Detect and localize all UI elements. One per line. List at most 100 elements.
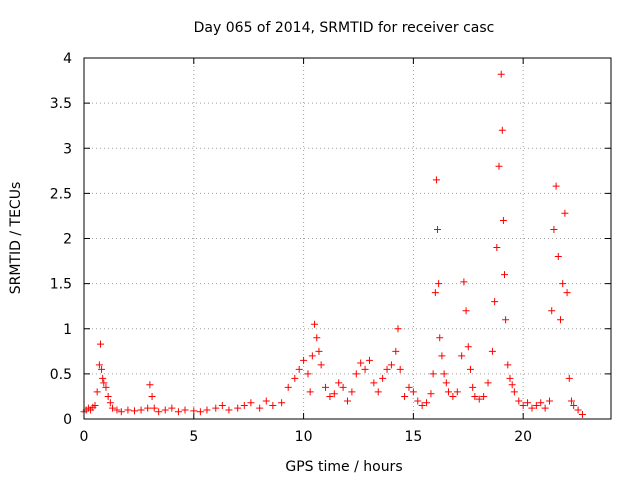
data-point: [565, 374, 573, 382]
data-point: [196, 408, 204, 416]
y-axis-label: SRMTID / TECUs: [8, 182, 24, 295]
data-point: [550, 225, 558, 233]
data-point: [104, 392, 112, 400]
data-point: [567, 397, 575, 405]
data-point: [464, 343, 472, 351]
data-point: [357, 359, 365, 367]
data-point: [570, 401, 578, 409]
data-point: [96, 340, 104, 348]
data-point: [449, 392, 457, 400]
data-point: [537, 399, 545, 407]
data-point: [493, 244, 501, 252]
data-point: [383, 365, 391, 373]
data-point: [546, 397, 554, 405]
data-point: [262, 397, 270, 405]
data-point: [102, 383, 110, 391]
data-point: [234, 404, 242, 412]
data-point: [559, 280, 567, 288]
data-point: [488, 347, 496, 355]
data-point: [218, 401, 226, 409]
chart-title: Day 065 of 2014, SRMTID for receiver cas…: [194, 20, 495, 36]
data-point: [532, 401, 540, 409]
data-point: [432, 176, 440, 184]
data-point: [322, 383, 330, 391]
data-point: [515, 397, 523, 405]
data-point: [174, 408, 182, 416]
data-point: [418, 401, 426, 409]
data-point: [541, 404, 549, 412]
data-point: [168, 404, 176, 412]
data-point: [339, 383, 347, 391]
data-point: [475, 395, 483, 403]
data-point: [491, 298, 499, 306]
data-point: [330, 390, 338, 398]
data-point: [370, 379, 378, 387]
data-point: [365, 356, 373, 364]
tick-labels: 0 5 10 15 20 0 0.5 1 1.5 2 2.5 3 3.5 4: [50, 51, 532, 445]
data-point: [440, 370, 448, 378]
data-point: [315, 347, 323, 355]
data-point: [574, 406, 582, 414]
data-point: [502, 316, 510, 324]
data-point: [137, 406, 145, 414]
x-axis-label: GPS time / hours: [285, 459, 402, 475]
data-point: [308, 352, 316, 360]
data-point: [501, 271, 509, 279]
data-point: [161, 406, 169, 414]
axis-ticks: [83, 57, 611, 420]
data-point: [548, 307, 556, 315]
data-point: [563, 289, 571, 297]
data-point: [466, 365, 474, 373]
data-point: [480, 392, 488, 400]
data-point: [295, 365, 303, 373]
data-point: [304, 370, 312, 378]
x-tick-label: 10: [295, 429, 313, 445]
data-point: [495, 162, 503, 170]
data-point: [409, 388, 417, 396]
data-point: [91, 401, 99, 409]
data-point: [181, 406, 189, 414]
data-point: [423, 399, 431, 407]
data-point: [554, 253, 562, 261]
data-point: [247, 399, 255, 407]
data-point: [93, 388, 101, 396]
data-point: [387, 361, 395, 369]
data-point: [431, 289, 439, 297]
data-point: [190, 407, 198, 415]
data-point: [284, 383, 292, 391]
data-point: [435, 280, 443, 288]
data-point: [146, 381, 154, 389]
data-point: [335, 379, 343, 387]
data-point: [352, 370, 360, 378]
data-point: [269, 401, 277, 409]
data-point: [504, 361, 512, 369]
data-point: [300, 356, 308, 364]
x-tick-label: 5: [189, 429, 198, 445]
data-point: [117, 408, 125, 416]
data-point: [524, 399, 532, 407]
data-point: [348, 388, 356, 396]
data-point: [203, 406, 211, 414]
x-tick-label: 20: [514, 429, 532, 445]
data-point: [361, 365, 369, 373]
data-point: [394, 325, 402, 333]
data-point: [506, 374, 514, 382]
data-point: [458, 352, 466, 360]
data-point: [445, 388, 453, 396]
data-point: [401, 392, 409, 400]
y-tick-label: 1: [63, 322, 72, 338]
data-point: [453, 388, 461, 396]
data-point: [556, 316, 564, 324]
plot-frame: [83, 57, 612, 420]
data-point: [484, 379, 492, 387]
data-point: [291, 374, 299, 382]
data-point: [131, 407, 139, 415]
data-point: [109, 404, 117, 412]
data-point: [561, 209, 569, 217]
data-point: [144, 404, 152, 412]
data-point: [429, 370, 437, 378]
y-tick-label: 3.5: [50, 96, 72, 112]
data-point: [212, 404, 220, 412]
data-point: [317, 361, 325, 369]
